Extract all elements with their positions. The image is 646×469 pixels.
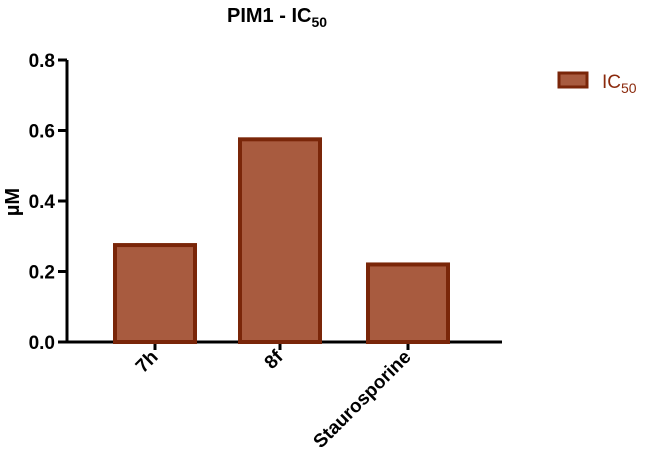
chart-title: PIM1 - IC50 — [227, 5, 327, 30]
x-axis: 7h 8f Staurosporine — [65, 340, 502, 453]
y-tick-label: 0.2 — [29, 263, 55, 284]
y-tick-label: 0.8 — [29, 51, 55, 72]
legend: IC50 — [557, 71, 637, 96]
x-tick-label: 8f — [261, 346, 288, 373]
y-axis-label: µM — [2, 188, 24, 216]
y-ticks: 0.0 0.2 0.4 0.6 0.8 — [29, 51, 67, 354]
x-tick-label: Staurosporine — [310, 347, 416, 453]
y-tick-label: 0.6 — [29, 122, 55, 143]
x-tick-label: 7h — [132, 347, 163, 378]
bar-8f — [238, 137, 322, 344]
bar-staurosporine — [366, 262, 450, 345]
bar-7h — [113, 243, 197, 344]
bars — [113, 137, 450, 345]
x-ticks: 7h 8f Staurosporine — [132, 342, 416, 453]
y-axis: 0.0 0.2 0.4 0.6 0.8 — [29, 51, 69, 354]
y-tick-label: 0.0 — [29, 333, 55, 354]
legend-swatch — [557, 71, 589, 89]
legend-label: IC50 — [602, 72, 637, 96]
y-tick-label: 0.4 — [29, 192, 56, 213]
